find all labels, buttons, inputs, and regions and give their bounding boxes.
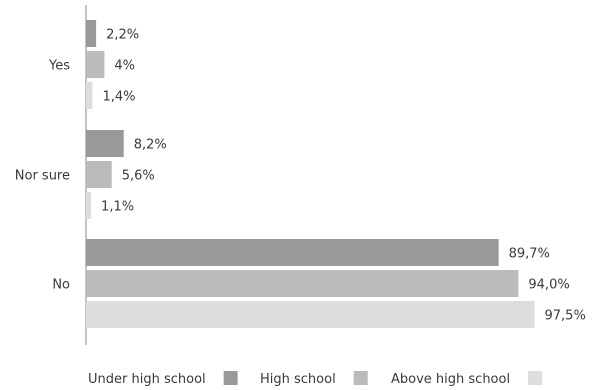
bar-1-1 — [86, 20, 97, 47]
bar-3-1 — [86, 239, 499, 266]
bar-2-2 — [86, 161, 112, 188]
data-label-2-3: 1,1% — [101, 200, 134, 215]
bar-1-2 — [86, 51, 105, 78]
data-label-2-1: 8,2% — [134, 138, 167, 153]
bar-3-3 — [86, 301, 535, 328]
data-label-3-1: 89,7% — [509, 247, 550, 262]
bar-2-1 — [86, 130, 124, 157]
bar-3-2 — [86, 270, 519, 297]
legend-swatch-2 — [353, 371, 368, 385]
legend-label-3: Above high school — [391, 372, 510, 387]
data-label-1-2: 4% — [114, 59, 135, 74]
legend-swatch-1 — [223, 371, 238, 385]
category-label-1: Yes — [48, 59, 70, 74]
category-label-3: No — [52, 278, 70, 293]
legend-label-1: Under high school — [88, 372, 206, 387]
data-label-2-2: 5,6% — [122, 169, 155, 184]
bar-1-3 — [86, 82, 93, 109]
legend-label-2: High school — [260, 372, 336, 387]
bar-2-3 — [86, 192, 92, 219]
data-label-3-2: 94,0% — [528, 278, 569, 293]
data-label-1-1: 2,2% — [106, 28, 139, 43]
data-label-1-3: 1,4% — [102, 90, 135, 105]
data-label-3-3: 97,5% — [545, 309, 586, 324]
legend-swatch-3 — [528, 371, 543, 385]
category-label-2: Nor sure — [15, 169, 70, 184]
